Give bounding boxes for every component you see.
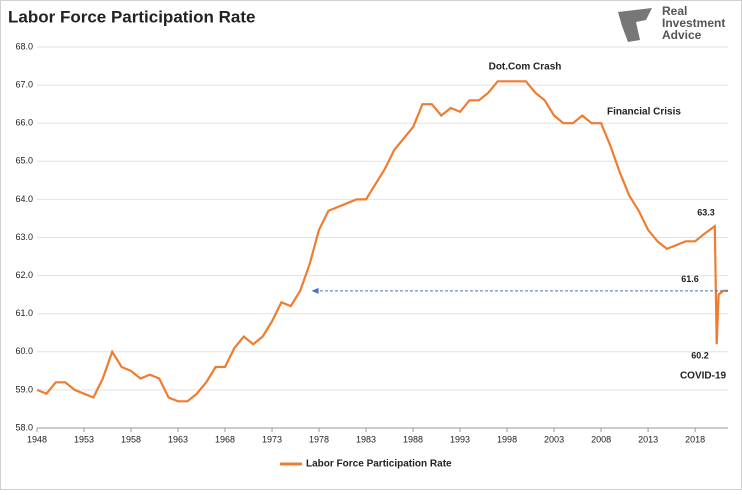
y-tick-label: 64.0 [15, 194, 33, 204]
y-tick-label: 61.0 [15, 308, 33, 318]
arrow-head [311, 287, 319, 294]
logo-icon [618, 8, 652, 42]
chart-title: Labor Force Participation Rate [8, 7, 256, 26]
annotation: Financial Crisis [607, 107, 681, 118]
line-series [36, 80, 728, 403]
x-tick-label: 1998 [497, 434, 517, 444]
x-tick-label: 1953 [74, 434, 94, 444]
y-tick-label: 62.0 [15, 270, 33, 280]
y-tick-label: 68.0 [15, 41, 33, 51]
x-tick-label: 1973 [262, 434, 282, 444]
annotation: 61.6 [681, 274, 699, 284]
annotation: 63.3 [697, 207, 715, 217]
y-tick-label: 65.0 [15, 156, 33, 166]
logo: Real Investment Advice [618, 4, 725, 42]
annotation: COVID-19 [680, 371, 727, 382]
x-tick-label: 1948 [27, 434, 47, 444]
x-tick-label: 1983 [356, 434, 376, 444]
y-tick-label: 66.0 [15, 118, 33, 128]
y-tick-label: 59.0 [15, 384, 33, 394]
x-tick-label: 1978 [309, 434, 329, 444]
x-tick-label: 2013 [638, 434, 658, 444]
x-tick-label: 2008 [591, 434, 611, 444]
x-tick-label: 1958 [121, 434, 141, 444]
legend-label: Labor Force Participation Rate [306, 459, 452, 470]
y-tick-label: 67.0 [15, 79, 33, 89]
x-tick-label: 1988 [403, 434, 423, 444]
y-tick-label: 63.0 [15, 232, 33, 242]
logo-text: Investment [662, 16, 725, 30]
logo-text: Advice [662, 28, 702, 42]
x-tick-label: 1993 [450, 434, 470, 444]
y-tick-label: 60.0 [15, 346, 33, 356]
annotation: 60.2 [691, 351, 709, 361]
y-tick-label: 58.0 [15, 422, 33, 432]
x-tick-label: 2003 [544, 434, 564, 444]
annotation: Dot.Com Crash [489, 62, 562, 73]
x-tick-label: 2018 [685, 434, 705, 444]
logo-text: Real [662, 4, 687, 18]
x-tick-label: 1963 [168, 434, 188, 444]
x-tick-label: 1968 [215, 434, 235, 444]
